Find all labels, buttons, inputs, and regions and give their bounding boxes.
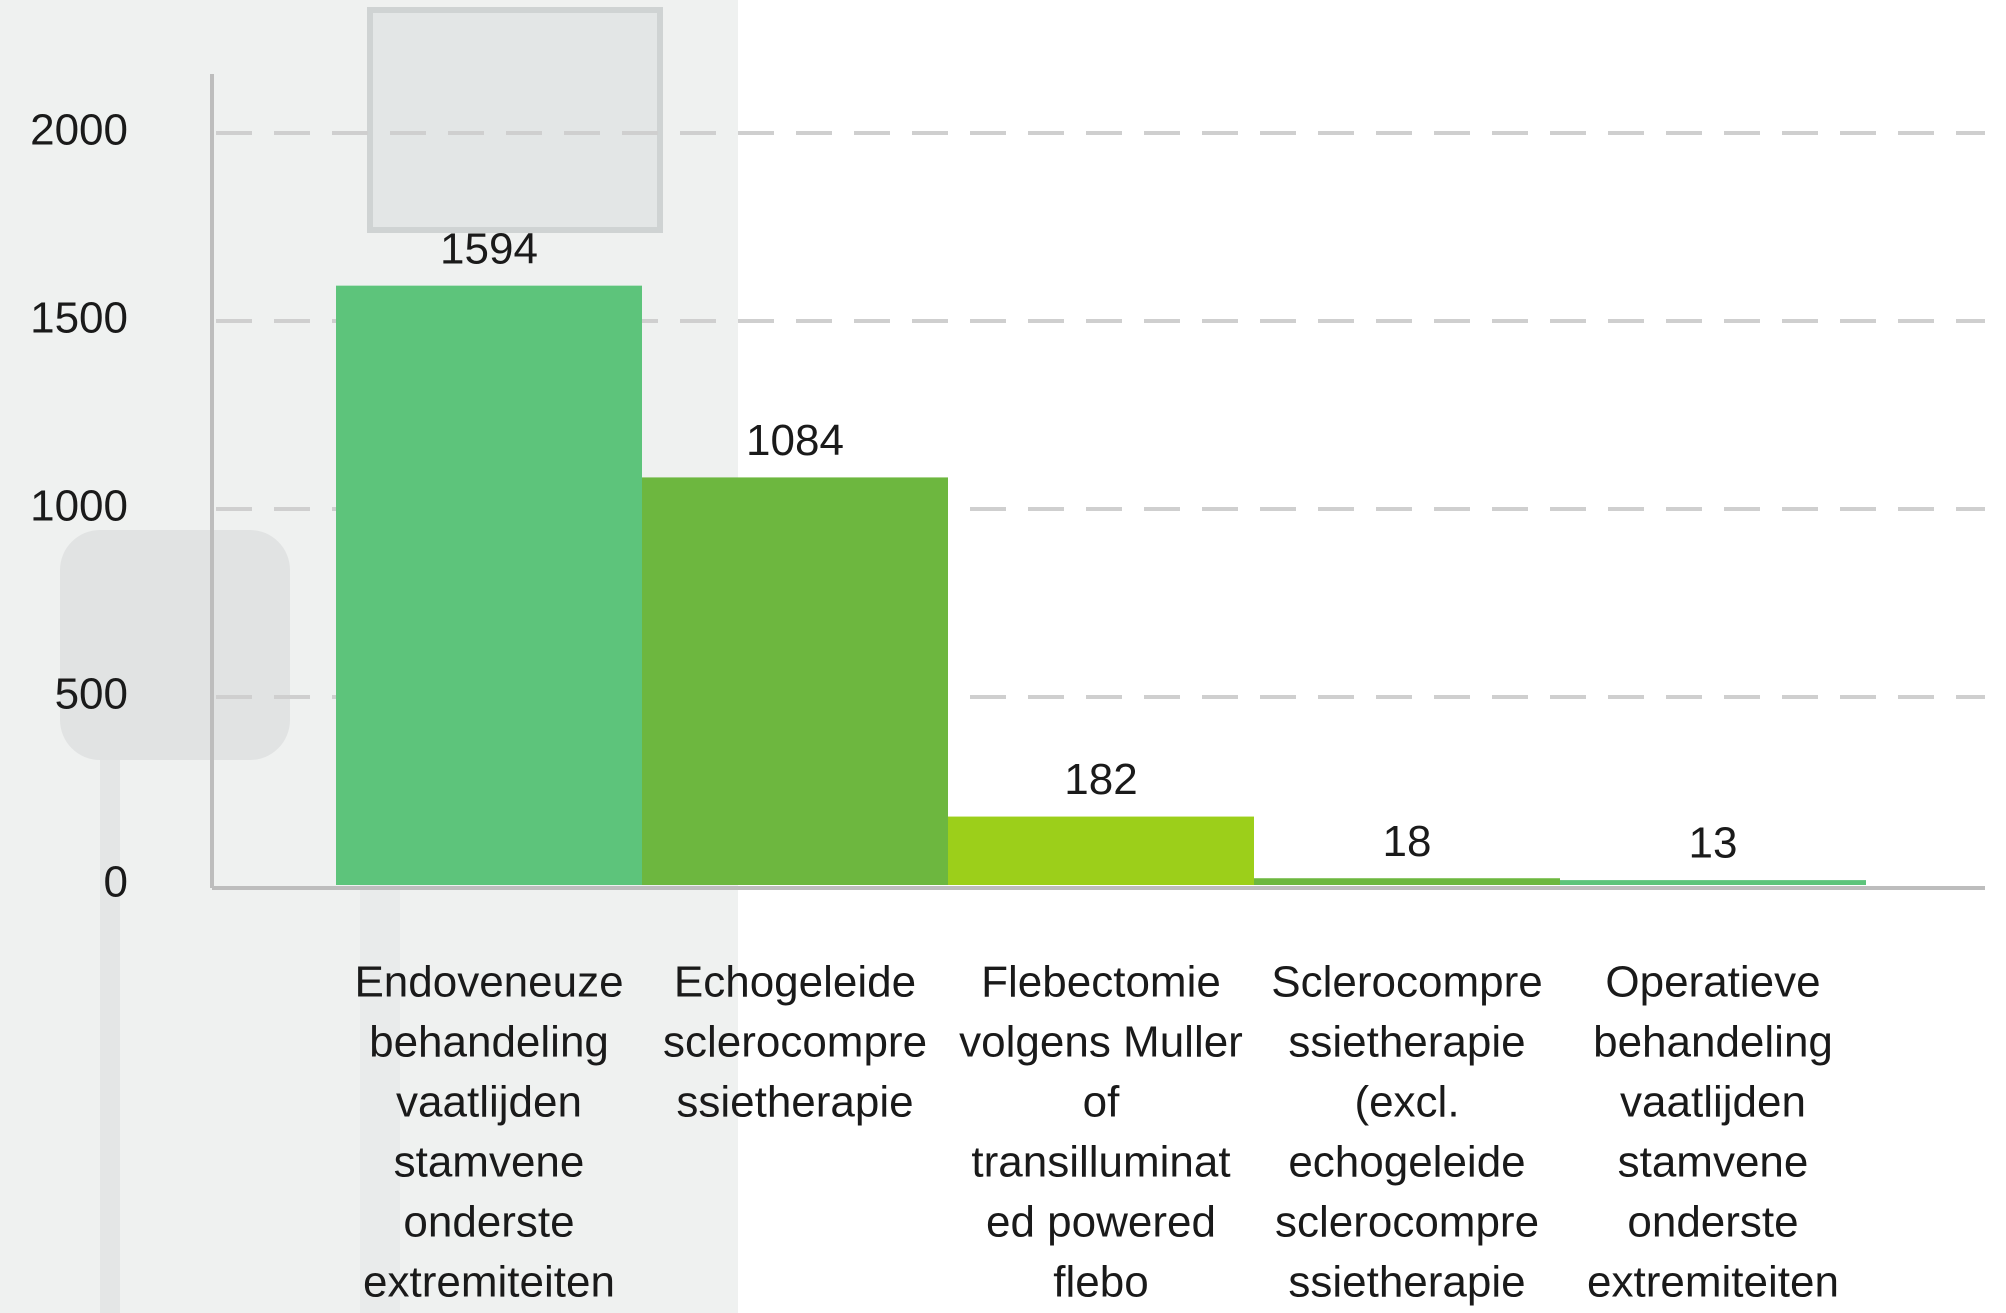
value-label: 1084: [746, 416, 844, 465]
bar: [948, 817, 1254, 885]
x-tick-label: (excl.: [1354, 1078, 1459, 1127]
chart: 0 500 1000 1500 2000 1594 Endoveneuze behandeli…: [0, 0, 2006, 1313]
x-tick-label: flebo: [1053, 1258, 1148, 1307]
x-tick-label: Sclerocompre: [1271, 958, 1542, 1007]
x-tick-label: transilluminat: [971, 1138, 1230, 1187]
x-tick-label: ssietherapie: [1288, 1018, 1525, 1067]
value-label: 182: [1064, 755, 1137, 804]
bar: [1254, 878, 1560, 885]
bar: [642, 477, 948, 885]
bar: [336, 286, 642, 885]
x-tick-label: sclerocompre: [1275, 1198, 1539, 1247]
x-tick-label: Operatieve: [1605, 958, 1820, 1007]
x-tick-label: extremiteiten: [1587, 1258, 1839, 1307]
bar: [1560, 880, 1866, 885]
x-tick-label: behandeling: [369, 1018, 609, 1067]
x-tick-label: onderste: [1627, 1198, 1798, 1247]
x-tick-label: vaatlijden: [396, 1078, 582, 1127]
value-label: 18: [1383, 817, 1432, 866]
value-label: 1594: [440, 224, 538, 273]
x-tick-label: volgens Muller: [959, 1018, 1243, 1067]
x-tick-label: Endoveneuze: [354, 958, 623, 1007]
x-tick-label: stamvene: [1618, 1138, 1809, 1187]
value-label: 13: [1689, 819, 1738, 868]
x-tick-label: Flebectomie: [981, 958, 1221, 1007]
x-tick-label: ssietherapie: [676, 1078, 913, 1127]
x-tick-label: ed powered: [986, 1198, 1216, 1247]
x-tick-label: behandeling: [1593, 1018, 1833, 1067]
x-tick-label: sclerocompre: [663, 1018, 927, 1067]
y-tick-label: 1000: [30, 482, 128, 531]
page: {"chart_data": {"type": "bar", "categori…: [0, 0, 2006, 1313]
y-tick-label: 500: [55, 670, 128, 719]
y-tick-label: 2000: [30, 106, 128, 155]
x-tick-label: extremiteiten: [363, 1258, 615, 1307]
x-tick-label: stamvene: [394, 1138, 585, 1187]
x-tick-label: vaatlijden: [1620, 1078, 1806, 1127]
y-tick-label: 1500: [30, 294, 128, 343]
x-tick-label: echogeleide: [1288, 1138, 1525, 1187]
x-tick-label: ssietherapie: [1288, 1258, 1525, 1307]
x-tick-label: of: [1083, 1078, 1120, 1127]
x-tick-label: Echogeleide: [674, 958, 916, 1007]
x-tick-label: onderste: [403, 1198, 574, 1247]
y-tick-label: 0: [104, 858, 128, 907]
